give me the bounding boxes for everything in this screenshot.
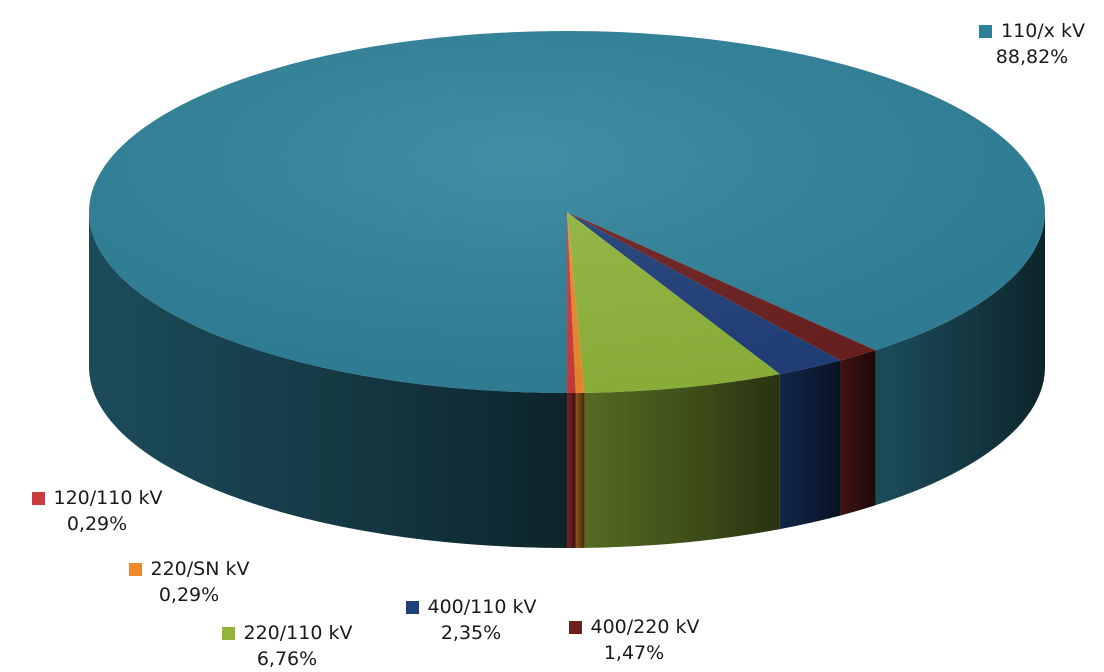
legend-swatch-4: [128, 562, 142, 576]
pie-side-shade-2: [779, 360, 841, 530]
legend-value-1: 1,47%: [603, 642, 665, 664]
pie-side-shade-0: [89, 212, 567, 548]
legend-value-2: 2,35%: [440, 622, 502, 644]
legend-value-0: 88,82%: [995, 46, 1069, 68]
legend-label-1: 400/220 kV 1,47%: [549, 614, 719, 666]
legend-value-4: 0,29%: [158, 584, 220, 606]
legend-swatch-0: [979, 24, 993, 38]
legend-category-1: 400/220 kV: [590, 616, 700, 638]
legend-label-5: 120/110 kV 0,29%: [2, 485, 192, 537]
pie-side-shade-5: [567, 392, 576, 548]
legend-label-3: 220/110 kV 6,76%: [202, 620, 372, 672]
legend-category-5: 120/110 kV: [53, 487, 163, 509]
legend-swatch-5: [31, 491, 45, 505]
legend-value-3: 6,76%: [256, 648, 318, 670]
legend-category-2: 400/110 kV: [427, 596, 537, 618]
pie-side-shade-0-1: [875, 212, 1045, 506]
pie-top-sheen: [89, 31, 1045, 393]
legend-swatch-3: [221, 626, 235, 640]
legend-label-2: 400/110 kV 2,35%: [386, 594, 556, 646]
legend-swatch-1: [568, 620, 582, 634]
legend-label-0: 110/x kV 88,82%: [972, 18, 1092, 70]
pie-side-shade-4: [575, 392, 585, 548]
legend-swatch-2: [405, 600, 419, 614]
pie-side-shade-1: [840, 350, 876, 516]
legend-category-3: 220/110 kV: [243, 622, 353, 644]
legend-label-4: 220/SN kV 0,29%: [104, 556, 274, 608]
legend-category-0: 110/x kV: [1001, 20, 1085, 42]
legend-value-5: 0,29%: [66, 513, 128, 535]
pie-side-shade-3: [584, 374, 780, 548]
legend-category-4: 220/SN kV: [150, 558, 250, 580]
